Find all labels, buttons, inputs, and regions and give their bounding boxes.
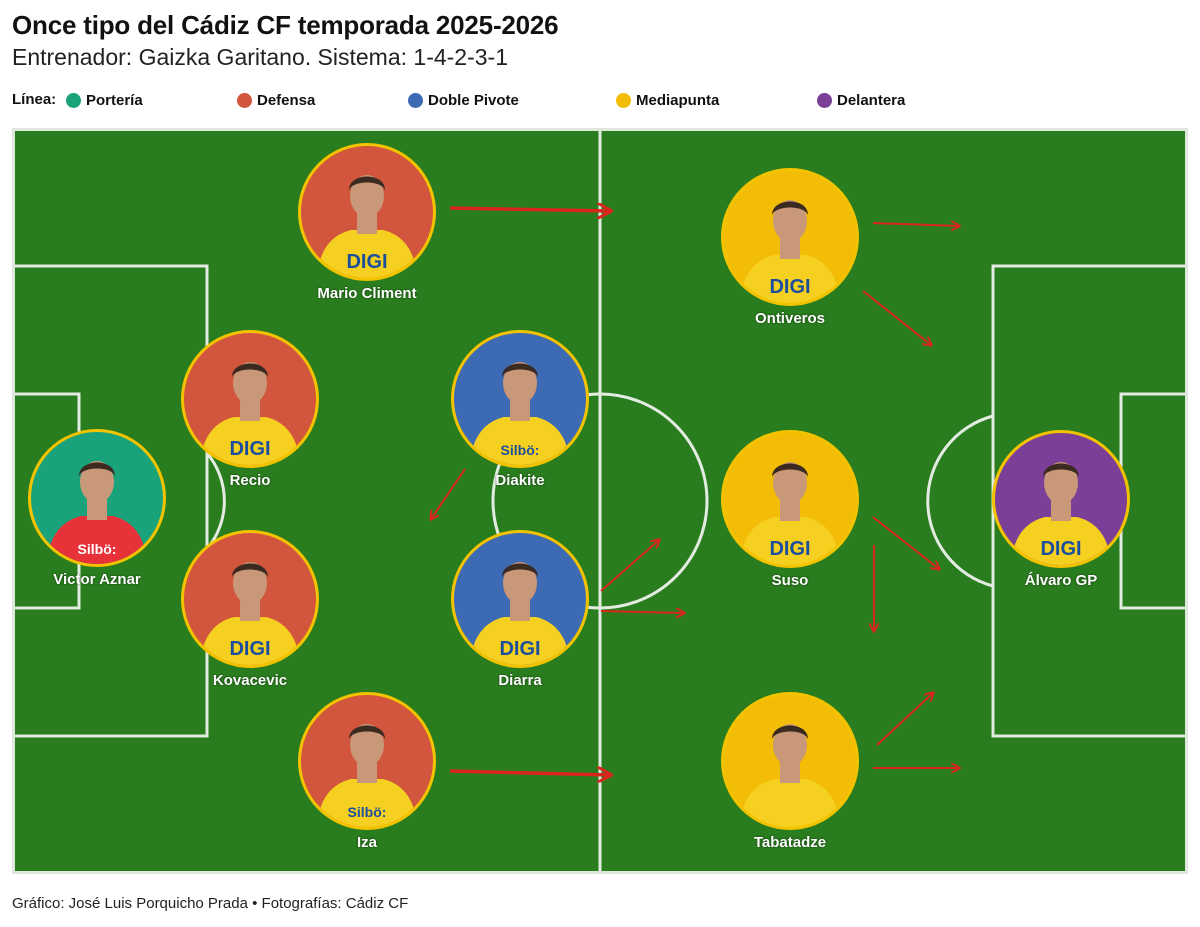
shirt-sponsor-text: DIGI	[346, 251, 387, 273]
movement-arrow-mario-climent	[449, 208, 611, 211]
player-portrait: Silbö:	[317, 724, 417, 827]
player-name-suso: Suso	[771, 572, 809, 589]
player-alvaro-gp: DIGI Álvaro GP	[986, 430, 1136, 589]
football-pitch: Silbö: Victor Aznar DIGI Mario Climent D…	[12, 128, 1188, 874]
player-photo-iza: Silbö:	[298, 692, 436, 830]
shirt-sponsor-text: DIGI	[229, 638, 270, 660]
player-name-diarra: Diarra	[498, 672, 542, 689]
shirt-sponsor-text: DIGI	[499, 638, 540, 660]
center-circle	[491, 392, 709, 610]
movement-arrow-diarra-forward	[600, 611, 684, 613]
player-victor-aznar: Silbö: Victor Aznar	[22, 429, 172, 588]
player-portrait: DIGI	[740, 462, 840, 565]
player-name-recio: Recio	[229, 472, 271, 489]
player-recio: DIGI Recio	[175, 330, 325, 489]
player-photo-diakite: Silbö:	[451, 330, 589, 468]
player-photo-ontiveros: DIGI	[721, 168, 859, 306]
player-diakite: Silbö: Diakite	[445, 330, 595, 489]
player-name-diakite: Diakite	[495, 472, 545, 489]
player-ontiveros: DIGI Ontiveros	[715, 168, 865, 327]
left-penalty-area	[15, 264, 209, 738]
player-name-mario-climent: Mario Climent	[317, 285, 417, 302]
player-iza: Silbö: Iza	[292, 692, 442, 851]
movement-arrow-diakite	[431, 468, 466, 519]
player-portrait: Silbö:	[470, 362, 570, 465]
legend-item-defensa: Defensa	[237, 90, 315, 110]
movement-arrow-suso-diagonal	[872, 516, 939, 569]
legend-dot-porteria	[66, 92, 81, 108]
legend-label-defensa: Defensa	[257, 91, 316, 109]
player-name-tabatadze: Tabatadze	[753, 834, 827, 851]
player-photo-mario-climent: DIGI	[298, 143, 436, 281]
shirt-sponsor-text: DIGI	[1040, 538, 1081, 560]
player-kovacevic: DIGI Kovacevic	[175, 530, 325, 689]
player-portrait: DIGI	[200, 562, 300, 665]
shirt-sponsor-text: Silbö:	[348, 804, 387, 820]
legend-label-mediapunta: Mediapunta	[636, 91, 720, 109]
legend-label-doble-pivote: Doble Pivote	[428, 91, 519, 109]
player-portrait: DIGI	[740, 200, 840, 303]
shirt-sponsor-text: DIGI	[769, 538, 810, 560]
shirt-sponsor-text: DIGI	[769, 276, 810, 298]
chart-title: Once tipo del Cádiz CF temporada 2025-20…	[12, 10, 559, 40]
legend-title: Línea:	[12, 91, 57, 108]
player-name-alvaro-gp: Álvaro GP	[1024, 572, 1098, 589]
legend-label-porteria: Portería	[86, 91, 143, 109]
player-name-ontiveros: Ontiveros	[754, 310, 826, 327]
credit-line: Gráfico: José Luis Porquicho Prada • Fot…	[12, 895, 409, 912]
legend-item-doble-pivote: Doble Pivote	[408, 90, 519, 110]
legend-item-delantera: Delantera	[817, 90, 905, 110]
shirt-sponsor-text: Silbö:	[78, 541, 117, 557]
player-photo-suso: DIGI	[721, 430, 859, 568]
chart-subtitle: Entrenador: Gaizka Garitano. Sistema: 1-…	[12, 44, 509, 70]
player-photo-victor-aznar: Silbö:	[28, 429, 166, 567]
movement-arrow-diarra-diagonal	[600, 540, 659, 592]
player-portrait: Silbö:	[47, 461, 147, 564]
player-name-kovacevic: Kovacevic	[212, 672, 288, 689]
legend-dot-delantera	[817, 92, 832, 108]
right-penalty-arc	[926, 414, 994, 588]
player-photo-alvaro-gp: DIGI	[992, 430, 1130, 568]
player-diarra: DIGI Diarra	[445, 530, 595, 689]
shirt-sponsor-text: Silbö:	[501, 442, 540, 458]
player-mario-climent: DIGI Mario Climent	[292, 143, 442, 302]
player-name-victor-aznar: Victor Aznar	[53, 571, 141, 588]
legend-item-mediapunta: Mediapunta	[616, 90, 719, 110]
player-photo-recio: DIGI	[181, 330, 319, 468]
player-portrait	[740, 724, 840, 827]
player-photo-tabatadze	[721, 692, 859, 830]
shirt-sponsor-text: DIGI	[229, 438, 270, 460]
player-photo-diarra: DIGI	[451, 530, 589, 668]
player-portrait: DIGI	[200, 362, 300, 465]
movement-arrow-tabatadze-diagonal	[876, 693, 933, 746]
player-portrait: DIGI	[470, 562, 570, 665]
player-portrait: DIGI	[1011, 462, 1111, 565]
legend-label-delantera: Delantera	[837, 91, 906, 109]
legend: Línea: Portería Defensa Doble Pivote Med…	[12, 90, 1012, 110]
legend-dot-defensa	[237, 92, 252, 108]
player-tabatadze: Tabatadze	[715, 692, 865, 851]
player-suso: DIGI Suso	[715, 430, 865, 589]
legend-item-porteria: Portería	[66, 90, 143, 110]
movement-arrow-ontiveros-diagonal	[862, 290, 931, 345]
legend-dot-mediapunta	[616, 92, 631, 108]
player-portrait: DIGI	[317, 175, 417, 278]
legend-dot-doble-pivote	[408, 92, 423, 108]
player-name-iza: Iza	[356, 834, 377, 851]
movement-arrow-iza	[449, 771, 611, 775]
player-photo-kovacevic: DIGI	[181, 530, 319, 668]
movement-arrow-ontiveros-forward	[872, 223, 959, 226]
